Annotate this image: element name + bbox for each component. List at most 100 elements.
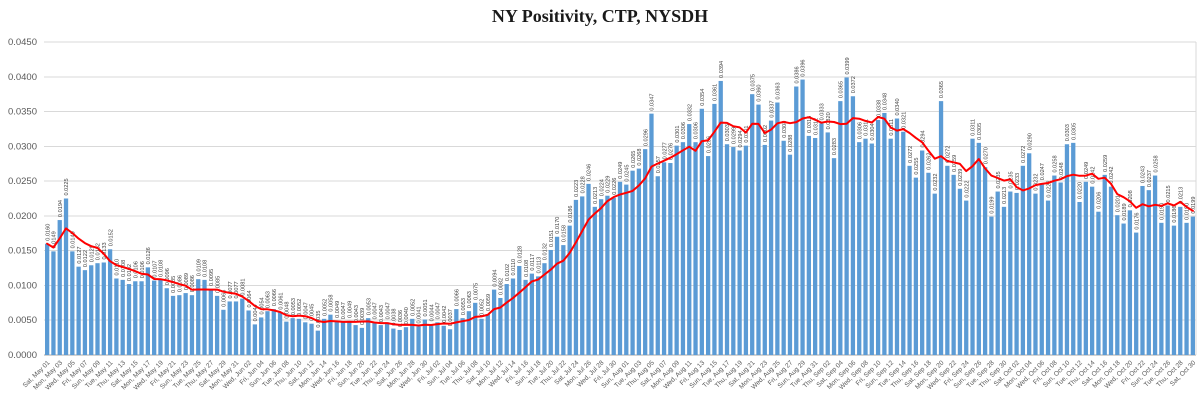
bar-value-label: 0.0117 <box>530 254 536 271</box>
bar <box>454 309 459 355</box>
bar-value-label: 0.0047 <box>303 302 309 319</box>
bar-value-label: 0.0108 <box>524 260 530 277</box>
bar-value-label: 0.0213 <box>593 187 599 204</box>
bar-value-label: 0.0338 <box>876 100 882 117</box>
bar-value-label: 0.0288 <box>788 135 794 152</box>
bar-value-label: 0.0222 <box>1046 180 1052 197</box>
bar-value-label: 0.0158 <box>562 225 568 242</box>
bar <box>491 289 497 355</box>
bar <box>850 96 856 356</box>
bar <box>359 327 365 355</box>
bar-value-label: 0.0224 <box>599 179 605 196</box>
bar <box>57 220 62 355</box>
bar <box>750 94 755 356</box>
bar-value-label: 0.0201 <box>1116 195 1122 212</box>
bar <box>177 295 182 355</box>
bar-value-label: 0.0054 <box>259 297 265 314</box>
bar <box>517 265 522 355</box>
bar-value-label: 0.0228 <box>580 176 586 193</box>
bar <box>894 118 900 355</box>
bar <box>1077 201 1082 355</box>
bar-value-label: 0.0085 <box>215 276 221 293</box>
bar <box>435 322 440 355</box>
bar-value-label: 0.0065 <box>222 290 228 307</box>
bar <box>693 142 698 355</box>
bar-value-label: 0.0051 <box>423 299 429 316</box>
bar-value-label: 0.0199 <box>990 196 996 213</box>
trend-line <box>46 116 1194 327</box>
bar-value-label: 0.0242 <box>1109 167 1115 184</box>
bar-value-label: 0.0386 <box>794 66 800 83</box>
y-tick-label: 0.0150 <box>8 246 37 257</box>
bar-value-label: 0.0213 <box>1178 187 1184 204</box>
bar <box>82 270 88 355</box>
bar <box>901 131 906 355</box>
bar-value-label: 0.0306 <box>681 122 687 139</box>
bar <box>800 79 805 355</box>
bar <box>265 311 270 355</box>
bar-value-label: 0.0040 <box>404 307 410 324</box>
bar-value-label: 0.0305 <box>977 123 983 140</box>
bar-value-label: 0.0306 <box>694 122 700 139</box>
bar <box>208 288 213 355</box>
bar <box>624 184 629 355</box>
bar-value-label: 0.0372 <box>851 76 857 93</box>
bar-value-label: 0.0272 <box>1021 146 1027 163</box>
bar-value-label: 0.0257 <box>656 156 662 173</box>
bar-value-label: 0.0396 <box>801 59 807 76</box>
bar-value-label: 0.0206 <box>1097 192 1103 209</box>
bar-value-label: 0.0089 <box>184 273 190 290</box>
bar <box>240 298 245 355</box>
bar <box>334 320 339 355</box>
bar <box>699 108 704 355</box>
bar <box>214 295 220 355</box>
bar-value-label: 0.0354 <box>700 89 706 106</box>
bar-value-label: 0.0061 <box>278 292 284 309</box>
bar-value-label: 0.0229 <box>606 176 612 193</box>
bar-value-label: 0.0360 <box>757 84 763 101</box>
bar-value-label: 0.0301 <box>675 126 681 143</box>
bar <box>580 196 585 355</box>
bar <box>806 135 811 355</box>
bar-value-label: 0.0337 <box>769 100 775 117</box>
bar <box>573 199 579 355</box>
bar-value-label: 0.0306 <box>857 122 863 139</box>
bar-value-label: 0.0259 <box>1103 155 1109 172</box>
bar-value-label: 0.0109 <box>196 259 202 276</box>
bar <box>857 142 862 355</box>
bar-value-label: 0.0347 <box>650 94 656 111</box>
bar <box>1014 192 1019 355</box>
bar <box>882 112 887 356</box>
bar-value-label: 0.0176 <box>1134 212 1140 229</box>
bar <box>252 324 258 355</box>
bar-value-label: 0.0047 <box>341 302 347 319</box>
bar-value-label: 0.0039 <box>360 308 366 325</box>
bar-value-label: 0.0399 <box>845 57 851 74</box>
bar-value-label: 0.0132 <box>96 243 102 260</box>
bar <box>170 295 176 355</box>
y-tick-label: 0.0250 <box>8 176 37 187</box>
bar <box>372 322 377 355</box>
bar <box>643 149 648 355</box>
bar-value-label: 0.0311 <box>864 119 870 136</box>
bar <box>920 150 925 355</box>
bar-value-label: 0.0199 <box>1191 196 1197 213</box>
bar <box>724 144 730 355</box>
bar-value-label: 0.0110 <box>115 259 121 276</box>
bar <box>403 327 409 355</box>
bar-value-label: 0.0049 <box>335 301 341 318</box>
bar <box>340 322 346 355</box>
y-tick-label: 0.0400 <box>8 72 37 83</box>
bar-value-label: 0.0305 <box>1071 123 1077 140</box>
bar-value-label: 0.0276 <box>669 143 675 160</box>
bar-value-label: 0.0052 <box>410 299 416 316</box>
bar-value-label: 0.0294 <box>920 130 926 147</box>
bar <box>926 172 931 355</box>
bar <box>378 325 383 355</box>
bar <box>718 80 723 355</box>
bar-value-label: 0.0394 <box>719 61 725 78</box>
bar <box>139 281 144 355</box>
bar-value-label: 0.0363 <box>776 82 782 99</box>
bar <box>913 177 919 355</box>
bar-value-label: 0.0095 <box>209 269 215 286</box>
